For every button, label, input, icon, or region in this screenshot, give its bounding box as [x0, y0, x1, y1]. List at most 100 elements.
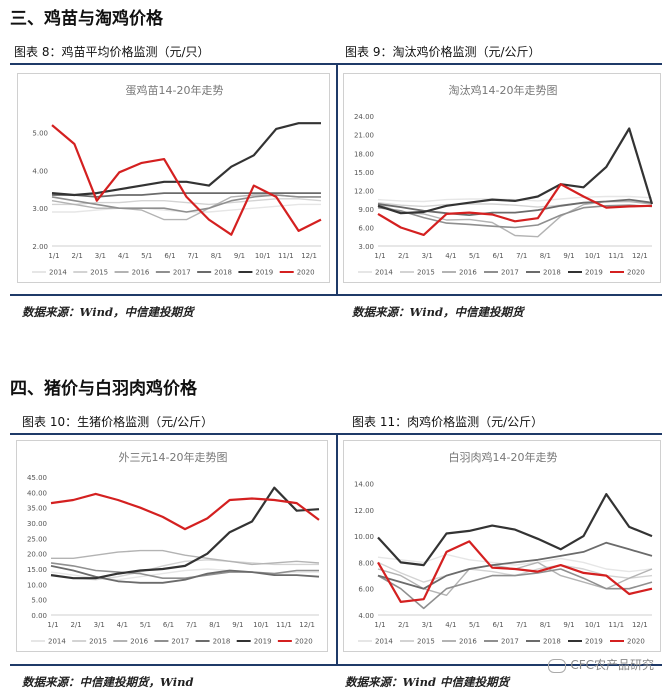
x-tick-label: 12/1 — [632, 621, 648, 629]
x-tick-label: 2/1 — [72, 252, 83, 260]
legend-label: 2017 — [171, 638, 189, 646]
x-tick-label: 5/1 — [469, 621, 480, 629]
series-line-2017 — [50, 562, 319, 579]
y-tick-label: 9.00 — [358, 206, 374, 214]
x-tick-label: 1/1 — [374, 621, 385, 629]
x-tick-label: 6/1 — [163, 621, 174, 629]
chart-8-svg: 蛋鸡苗14-20年走势 2.00 3.00 4.00 5.00 1/1 2/1 3/1 4/1 5… — [32, 83, 322, 277]
x-tick-label: 4/1 — [118, 252, 129, 260]
y-tick-label: 25.00 — [27, 535, 47, 543]
chart-panel-9: 淘汰鸡14-20年走势图 3.00 6.00 9.00 12.00 15.00 18.00 2… — [343, 73, 661, 283]
series-line-2019 — [377, 127, 654, 215]
x-tick-label: 10/1 — [255, 252, 271, 260]
y-tick-label: 4.00 — [358, 612, 374, 620]
chart-panel-8: 蛋鸡苗14-20年走势 2.00 3.00 4.00 5.00 1/1 2/1 3/1 4/1 5… — [17, 73, 330, 283]
x-tick-label: 4/1 — [445, 252, 456, 260]
legend-label: 2016 — [132, 269, 150, 277]
legend-label: 2016 — [459, 638, 477, 646]
series-line-2015 — [50, 559, 319, 581]
chart-title: 白羽肉鸡14-20年走势 — [449, 450, 558, 464]
legend-label: 2020 — [297, 269, 315, 277]
y-tick-label: 4.00 — [32, 167, 48, 175]
y-tick-label: 10.00 — [354, 533, 374, 541]
figure-bottom-rule — [10, 294, 662, 296]
x-tick-label: 11/1 — [276, 621, 292, 629]
series-line-2019 — [377, 492, 653, 567]
legend-label: 2014 — [375, 269, 393, 277]
x-tick-label: 1/1 — [374, 252, 385, 260]
chart-panel-11: 白羽肉鸡14-20年走势 4.00 6.00 8.00 10.00 12.00 14.00 1… — [343, 440, 661, 652]
legend-label: 2018 — [214, 269, 232, 277]
series-line-2020 — [50, 492, 320, 531]
y-tick-label: 6.00 — [358, 586, 374, 594]
watermark: CFC农产品研究 — [548, 656, 654, 673]
chart-title: 淘汰鸡14-20年走势图 — [449, 83, 558, 97]
x-tick-label: 7/1 — [516, 621, 527, 629]
series-line-2014 — [377, 195, 653, 203]
figure-10-source: 数据来源：中信建投期货，Wind — [22, 675, 194, 689]
figure-11-source: 数据来源：Wind 中信建投期货 — [345, 675, 509, 689]
y-tick-label: 21.00 — [354, 132, 374, 140]
series-line-2018 — [50, 565, 320, 584]
y-tick-label: 5.00 — [31, 597, 47, 605]
x-tick-label: 6/1 — [492, 252, 503, 260]
legend-label: 2016 — [130, 638, 148, 646]
figure-9-source: 数据来源：Wind，中信建投期货 — [352, 305, 524, 319]
x-tick-label: 8/1 — [209, 621, 220, 629]
y-tick-label: 3.00 — [358, 243, 374, 251]
x-tick-label: 12/1 — [632, 252, 648, 260]
series-line-2017 — [377, 204, 653, 229]
y-tick-label: 20.00 — [27, 551, 47, 559]
legend-label: 2018 — [213, 638, 231, 646]
series-line-2014 — [377, 553, 653, 573]
watermark-text: CFC农产品研究 — [570, 658, 654, 672]
y-tick-label: 35.00 — [27, 505, 47, 513]
x-tick-label: 3/1 — [95, 252, 106, 260]
y-tick-label: 24.00 — [354, 113, 374, 121]
x-tick-label: 1/1 — [47, 621, 58, 629]
x-tick-label: 10/1 — [585, 621, 601, 629]
x-tick-label: 9/1 — [234, 252, 245, 260]
y-tick-label: 40.00 — [27, 489, 47, 497]
legend-label: 2015 — [417, 638, 435, 646]
x-tick-label: 3/1 — [94, 621, 105, 629]
x-tick-label: 12/1 — [301, 252, 317, 260]
legend-label: 2015 — [417, 269, 435, 277]
series-line-2017 — [51, 194, 321, 213]
figure-10-label: 图表 10：生猪价格监测（元/公斤） — [22, 415, 214, 429]
legend-label: 2017 — [501, 638, 519, 646]
figure-bottom-rule-2 — [10, 664, 662, 666]
chart-10-svg: 外三元14-20年走势图 0.00 5.00 10.00 15.00 20.00 25.00… — [27, 450, 320, 646]
chart-11-svg: 白羽肉鸡14-20年走势 4.00 6.00 8.00 10.00 12.00 14.00 1… — [354, 450, 653, 646]
y-tick-label: 5.00 — [32, 130, 48, 138]
series-line-2016 — [51, 549, 320, 566]
series-line-2018 — [377, 541, 653, 590]
y-tick-label: 15.00 — [27, 566, 47, 574]
y-tick-label: 3.00 — [32, 205, 48, 213]
legend-label: 2018 — [543, 638, 561, 646]
x-tick-label: 10/1 — [253, 621, 269, 629]
legend-label: 2017 — [173, 269, 191, 277]
x-tick-label: 4/1 — [117, 621, 128, 629]
x-tick-label: 5/1 — [141, 252, 152, 260]
y-tick-label: 6.00 — [358, 224, 374, 232]
section-title-3: 三、鸡苗与淘鸡价格 — [10, 9, 163, 29]
series-line-2019 — [50, 486, 320, 580]
y-tick-label: 12.00 — [354, 187, 374, 195]
y-tick-label: 8.00 — [358, 559, 374, 567]
legend-label: 2020 — [295, 638, 313, 646]
x-tick-label: 9/1 — [232, 621, 243, 629]
series-line-2020 — [377, 540, 653, 603]
chart-9-svg: 淘汰鸡14-20年走势图 3.00 6.00 9.00 12.00 15.00 18.00 2… — [354, 83, 654, 277]
y-tick-label: 12.00 — [354, 507, 374, 515]
x-tick-label: 5/1 — [469, 252, 480, 260]
chart-title: 外三元14-20年走势图 — [119, 450, 228, 464]
series-line-2019 — [51, 122, 321, 197]
series-line-2020 — [51, 124, 322, 236]
y-tick-label: 10.00 — [27, 581, 47, 589]
legend-label: 2020 — [627, 638, 645, 646]
y-tick-label: 30.00 — [27, 520, 47, 528]
y-tick-label: 15.00 — [354, 169, 374, 177]
series-line-2020 — [377, 183, 653, 236]
y-tick-label: 45.00 — [27, 474, 47, 482]
